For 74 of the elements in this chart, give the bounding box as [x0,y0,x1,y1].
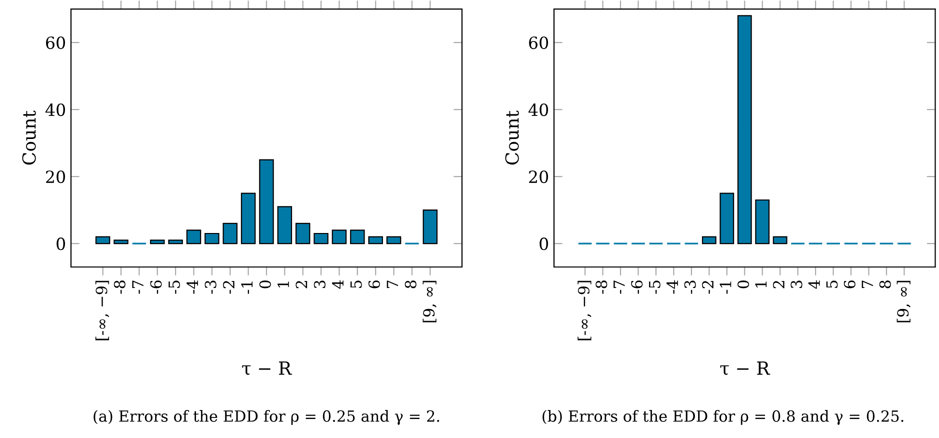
bar [422,209,438,244]
x-tick-label: 4 [332,280,344,289]
bar [186,230,202,244]
bar [720,192,734,244]
bar [314,232,328,244]
bar [295,222,310,244]
y-tick-label: 40 [528,104,548,116]
x-tick-label: 5 [350,280,362,288]
x-axis-title: τ − R [720,362,770,375]
x-axis-title: τ − R [242,362,292,375]
x-tick-label: -8 [114,280,126,294]
y-tick-label: 40 [45,104,66,116]
x-tick-label: 1 [278,282,289,288]
x-tick-label: -4 [186,280,198,294]
x-tick-label: 0 [259,280,271,288]
bar [259,159,274,244]
x-tick-label: 3 [790,280,802,288]
bar [222,222,238,244]
bar [755,199,770,244]
x-tick-label: -2 [222,281,234,294]
y-tick-label: 0 [540,238,548,250]
x-tick-label: 3 [314,280,326,288]
bar [737,15,752,244]
y-axis-title: Count [22,110,36,165]
bar [95,236,110,244]
bar [168,240,183,244]
bar [332,230,347,244]
x-tick-label: -4 [666,280,678,294]
x-tick-label: -1 [241,282,253,294]
x-tick-label: 8 [879,280,891,288]
x-tick-label: 6 [844,280,856,288]
x-tick-label: -7 [132,280,144,294]
x-tick-label: -3 [684,280,696,294]
bar [702,236,716,244]
text: (b) Errors of the EDD for ρ = 0.8 and γ = 0.25. [542,410,904,425]
x-tick-label: 2 [772,281,784,288]
x-tick-label: 4 [808,280,820,289]
x-tick-label: -6 [631,280,643,294]
bar [772,236,788,244]
y-axis-title: Count [505,110,519,165]
x-tick-label: -6 [150,280,162,294]
x-tick-label: 6 [368,280,380,288]
x-tick-label: [-∞, −9] [95,280,110,340]
x-tick-label: -5 [168,280,180,294]
x-tick-label: -5 [649,280,660,294]
y-tick-label: 0 [56,238,66,250]
bar [114,240,128,244]
x-tick-label: -2 [702,281,714,294]
bar [240,192,256,244]
x-tick-label: 1 [755,282,767,288]
y-tick-label: 20 [529,170,548,184]
bar [150,240,165,244]
bar [386,236,402,244]
x-tick-label: [9, ∞] [422,280,436,322]
x-tick-label: 5 [826,280,838,288]
x-tick-label: 7 [862,280,873,288]
y-tick-label: 20 [46,170,66,184]
y-tick-label: 60 [46,36,66,50]
x-tick-label: -3 [204,280,216,294]
bar [277,206,292,244]
x-tick-label: 0 [738,280,750,288]
x-tick-label: [9, ∞] [896,280,911,322]
x-tick-label: [-∞, −9] [578,280,592,340]
text: (a) Errors of the EDD for ρ = 0.25 and γ = 2. [94,410,440,425]
y-tick-label: 60 [529,36,548,50]
x-tick-label: 8 [404,280,416,288]
bar [350,230,365,244]
x-tick-label: -7 [614,280,625,294]
bar [368,236,383,244]
bar [204,232,220,244]
x-tick-label: -8 [596,280,608,294]
x-tick-label: -1 [720,282,732,294]
x-tick-label: 7 [386,280,398,288]
x-tick-label: 2 [296,281,308,288]
